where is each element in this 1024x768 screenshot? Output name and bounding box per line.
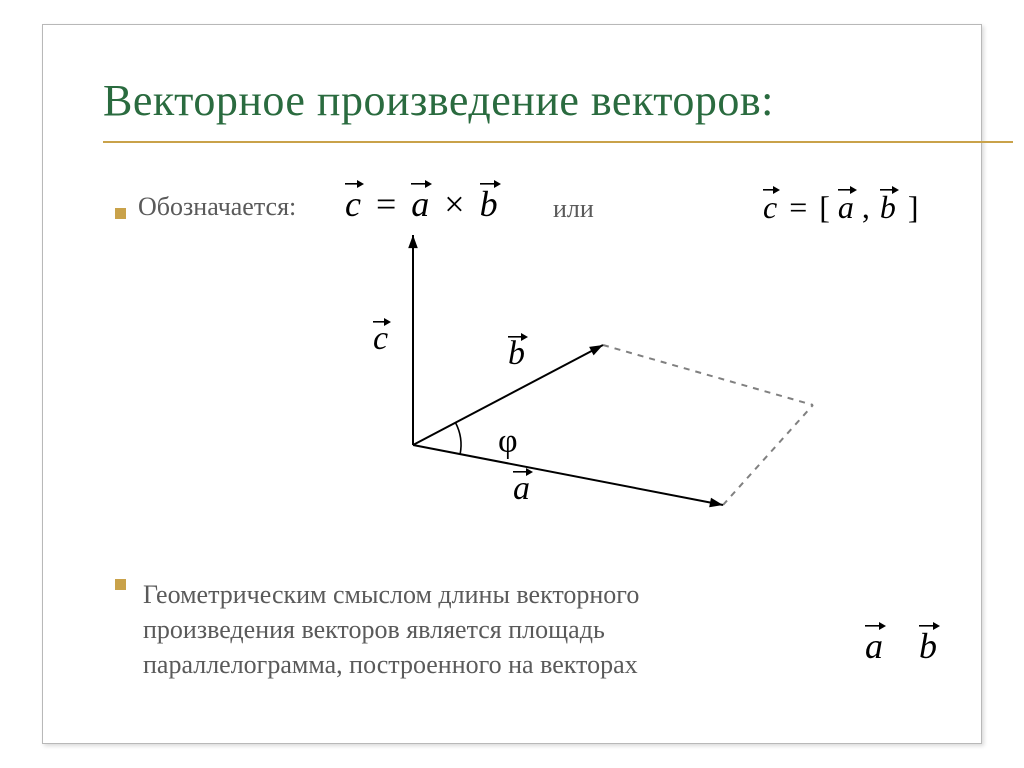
vec-c: c xyxy=(345,183,361,225)
op-eq2: = xyxy=(785,189,811,225)
trailing-vectors: a b xyxy=(865,625,937,667)
vec-a2: a xyxy=(838,189,854,226)
trail-b: b xyxy=(919,625,937,667)
label-b: b xyxy=(508,335,525,373)
vec-a: a xyxy=(411,183,429,225)
label-a: a xyxy=(513,470,530,508)
lbracket: [ xyxy=(819,189,830,225)
or-text: или xyxy=(553,191,594,226)
diagram-svg xyxy=(303,225,843,525)
vector-diagram: c b a φ xyxy=(303,225,843,525)
label-phi: φ xyxy=(498,423,518,461)
vec-b: b xyxy=(480,183,498,225)
op-eq: = xyxy=(370,184,402,224)
rbracket: ] xyxy=(908,189,919,225)
trail-a: a xyxy=(865,625,883,667)
bullet-icon xyxy=(115,208,126,219)
op-times: × xyxy=(438,184,470,224)
label-c: c xyxy=(373,320,388,358)
slide-title: Векторное произведение векторов: xyxy=(103,75,774,126)
formula-c-axb: c = a × b xyxy=(345,183,498,225)
bottom-rule xyxy=(103,141,1013,143)
geom-bullet xyxy=(115,575,126,586)
geom-line1: Геометрическим смыслом длины векторного xyxy=(143,577,993,612)
bullet-icon xyxy=(115,579,126,590)
vec-b2: b xyxy=(880,189,896,226)
vec-c2: c xyxy=(763,189,777,226)
slide-frame: Векторное произведение векторов: Обознач… xyxy=(42,24,982,744)
comma: , xyxy=(862,189,870,225)
notation-label: Обозначается: xyxy=(138,189,296,224)
formula-c-bracket: c = [ a , b ] xyxy=(763,189,919,226)
notation-row: Обозначается: xyxy=(115,189,296,224)
